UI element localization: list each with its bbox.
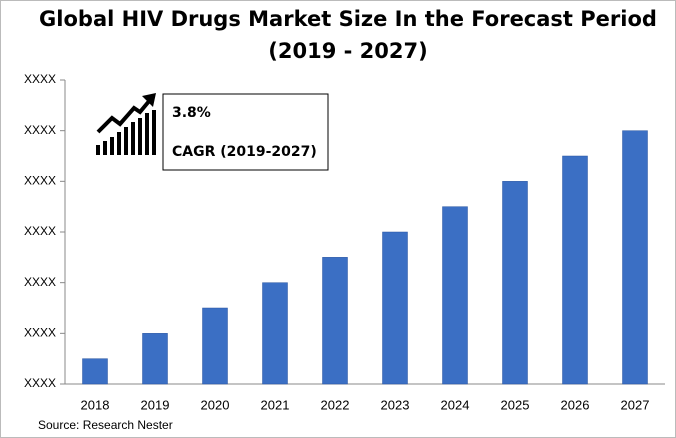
x-tick-label: 2024 [441, 397, 470, 412]
growth-icon [96, 93, 156, 155]
bar [202, 307, 228, 385]
y-tick-label: XXXX [24, 376, 56, 390]
cagr-box [162, 93, 329, 171]
bar [322, 257, 348, 385]
bar [502, 181, 528, 385]
cagr-value: 3.8% [172, 105, 211, 121]
bar [382, 231, 408, 385]
x-tick-label: 2020 [201, 397, 230, 412]
y-tick-label: XXXX [24, 72, 56, 86]
y-tick-label: XXXX [24, 224, 56, 238]
cagr-label: CAGR (2019-2027) [172, 144, 317, 160]
y-tick-label: XXXX [24, 326, 56, 340]
bar [262, 282, 288, 385]
bar [142, 333, 168, 385]
y-tick-label: XXXX [24, 174, 56, 188]
x-tick-label: 2019 [141, 397, 170, 412]
bar [82, 358, 108, 385]
x-tick-label: 2022 [321, 397, 350, 412]
y-tick-label: XXXX [24, 275, 56, 289]
bar [622, 130, 648, 385]
x-tick-label: 2026 [561, 397, 590, 412]
chart-subtitle: (2019 - 2027) [268, 39, 427, 63]
x-tick-label: 2027 [621, 397, 650, 412]
chart-title: Global HIV Drugs Market Size In the Fore… [39, 7, 657, 31]
bar [562, 155, 588, 385]
x-tick-label: 2018 [81, 397, 110, 412]
x-tick-label: 2023 [381, 397, 410, 412]
y-tick-label: XXXX [24, 123, 56, 137]
source: Source: Research Nester [38, 418, 173, 432]
x-tick-label: 2025 [501, 397, 530, 412]
bar [442, 206, 468, 385]
x-tick-label: 2021 [261, 397, 290, 412]
